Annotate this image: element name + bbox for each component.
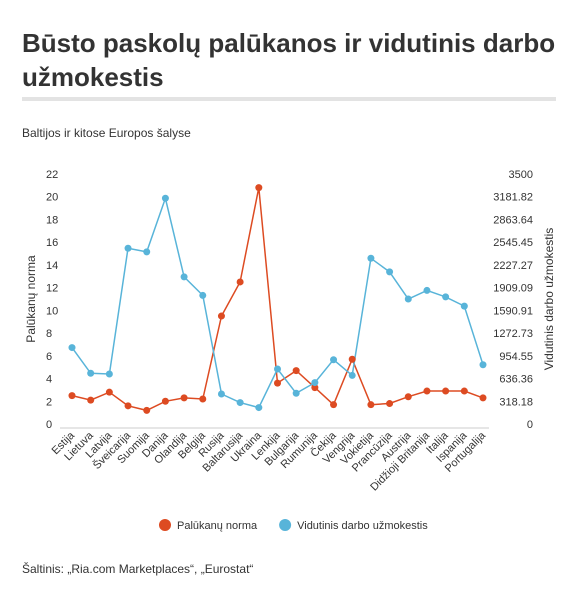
data-point: [180, 273, 188, 281]
line-chart: 0 2 4 6 8 10 12 14 16 18 20 22 0 318.18 636.36 954.55 12…: [24, 169, 556, 532]
y-tick-label: 4: [46, 374, 52, 386]
data-point: [423, 286, 431, 294]
data-point: [236, 278, 244, 286]
y2-axis-title: Vidutinis darbo užmokestis: [542, 228, 556, 371]
data-point: [479, 394, 487, 402]
data-point: [386, 268, 394, 276]
data-point: [161, 397, 169, 405]
data-point: [330, 401, 338, 409]
y2-tick-label: 2545.45: [493, 237, 533, 249]
data-point: [274, 379, 281, 387]
data-point: [199, 395, 207, 403]
data-point: [68, 344, 76, 352]
y2-tick-label: 3181.82: [493, 192, 533, 204]
title-divider: [22, 97, 556, 101]
y2-tick-label: 2863.64: [493, 214, 533, 226]
data-point: [87, 396, 95, 404]
y-tick-label: 10: [46, 305, 58, 317]
y2-tick-label: 3500: [509, 169, 533, 181]
data-point: [105, 388, 113, 396]
data-point: [460, 302, 468, 310]
data-point: [217, 312, 225, 320]
data-point: [367, 254, 375, 262]
y-tick-label: 2: [46, 396, 52, 408]
y-tick-label: 18: [46, 214, 58, 226]
data-point: [274, 365, 281, 373]
y-tick-label: 0: [46, 419, 52, 431]
y-axis-title: Palūkanų norma: [24, 255, 38, 343]
y2-tick-label: 2227.27: [493, 260, 533, 272]
y-tick-label: 12: [46, 283, 58, 295]
source-note: Šaltinis: „Ria.com Marketplaces“, „Euros…: [22, 562, 254, 576]
data-point: [404, 393, 412, 401]
data-point: [442, 293, 450, 301]
y2-tick-label: 1909.09: [493, 283, 533, 295]
legend-marker: [159, 519, 171, 531]
chart-points: [68, 184, 487, 414]
data-point: [105, 370, 113, 378]
chart-axes: 0 2 4 6 8 10 12 14 16 18 20 22 0 318.18 636.36 954.55 12…: [24, 169, 556, 493]
y-tick-label: 16: [46, 237, 58, 249]
data-point: [442, 387, 450, 395]
data-point: [423, 387, 431, 395]
legend-label: Vidutinis darbo užmokestis: [297, 520, 428, 532]
data-point: [124, 244, 132, 252]
data-point: [180, 394, 188, 402]
data-point: [386, 400, 394, 408]
data-point: [255, 404, 263, 412]
data-point: [124, 402, 132, 410]
data-point: [348, 355, 356, 363]
data-point: [348, 371, 356, 379]
data-point: [217, 390, 225, 398]
legend-marker: [279, 519, 292, 531]
series-line-1: [71, 187, 484, 412]
y2-tick-label: 636.36: [499, 374, 533, 386]
chart-subtitle: Baltijos ir kitose Europos šalyse: [22, 126, 191, 140]
y-tick-label: 14: [46, 260, 58, 272]
data-point: [367, 401, 375, 409]
y-tick-label: 20: [46, 192, 58, 204]
y2-tick-label: 954.55: [499, 351, 533, 363]
data-point: [330, 356, 338, 364]
data-point: [311, 379, 319, 387]
chart-legend: Palūkanų norma Vidutinis darbo užmokestis: [159, 519, 428, 532]
data-point: [479, 361, 487, 369]
data-point: [199, 291, 207, 299]
data-point: [404, 295, 412, 303]
y-tick-label: 22: [46, 169, 58, 181]
data-point: [143, 406, 151, 414]
data-point: [161, 194, 169, 202]
y2-tick-label: 0: [527, 419, 533, 431]
data-point: [292, 367, 300, 375]
y2-tick-label: 1590.91: [493, 305, 533, 317]
chart-lines: [71, 187, 484, 412]
legend-label: Palūkanų norma: [177, 520, 258, 532]
y2-tick-label: 318.18: [499, 396, 533, 408]
y2-tick-label: 1272.73: [493, 328, 533, 340]
data-point: [311, 384, 319, 392]
data-point: [68, 392, 76, 400]
data-point: [236, 399, 244, 407]
data-point: [292, 389, 300, 397]
data-point: [255, 184, 263, 192]
data-point: [87, 369, 95, 377]
data-point: [460, 387, 468, 395]
data-point: [143, 248, 151, 256]
y-tick-label: 8: [46, 328, 52, 340]
page-title: Būsto paskolų palūkanos ir vidutinis dar…: [22, 28, 556, 92]
y-tick-label: 6: [46, 351, 52, 363]
